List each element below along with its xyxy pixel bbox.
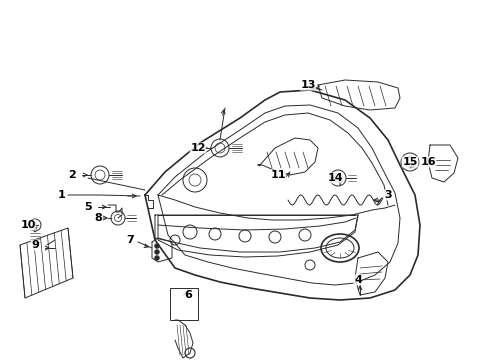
Circle shape <box>154 256 160 261</box>
Text: 15: 15 <box>402 157 417 167</box>
Text: 8: 8 <box>94 213 102 223</box>
Text: 7: 7 <box>126 235 134 245</box>
Text: 3: 3 <box>384 190 392 200</box>
Text: 14: 14 <box>327 173 343 183</box>
Bar <box>170 288 198 320</box>
Text: 1: 1 <box>58 190 66 200</box>
Text: 10: 10 <box>20 220 36 230</box>
Text: 11: 11 <box>270 170 286 180</box>
Text: 2: 2 <box>68 170 76 180</box>
Text: 13: 13 <box>300 80 316 90</box>
Circle shape <box>154 243 160 248</box>
Text: 6: 6 <box>184 290 192 300</box>
Text: 12: 12 <box>190 143 206 153</box>
Text: 4: 4 <box>354 275 362 285</box>
Circle shape <box>154 249 160 255</box>
Text: 9: 9 <box>31 240 39 250</box>
Text: 16: 16 <box>420 157 436 167</box>
Text: 5: 5 <box>84 202 92 212</box>
